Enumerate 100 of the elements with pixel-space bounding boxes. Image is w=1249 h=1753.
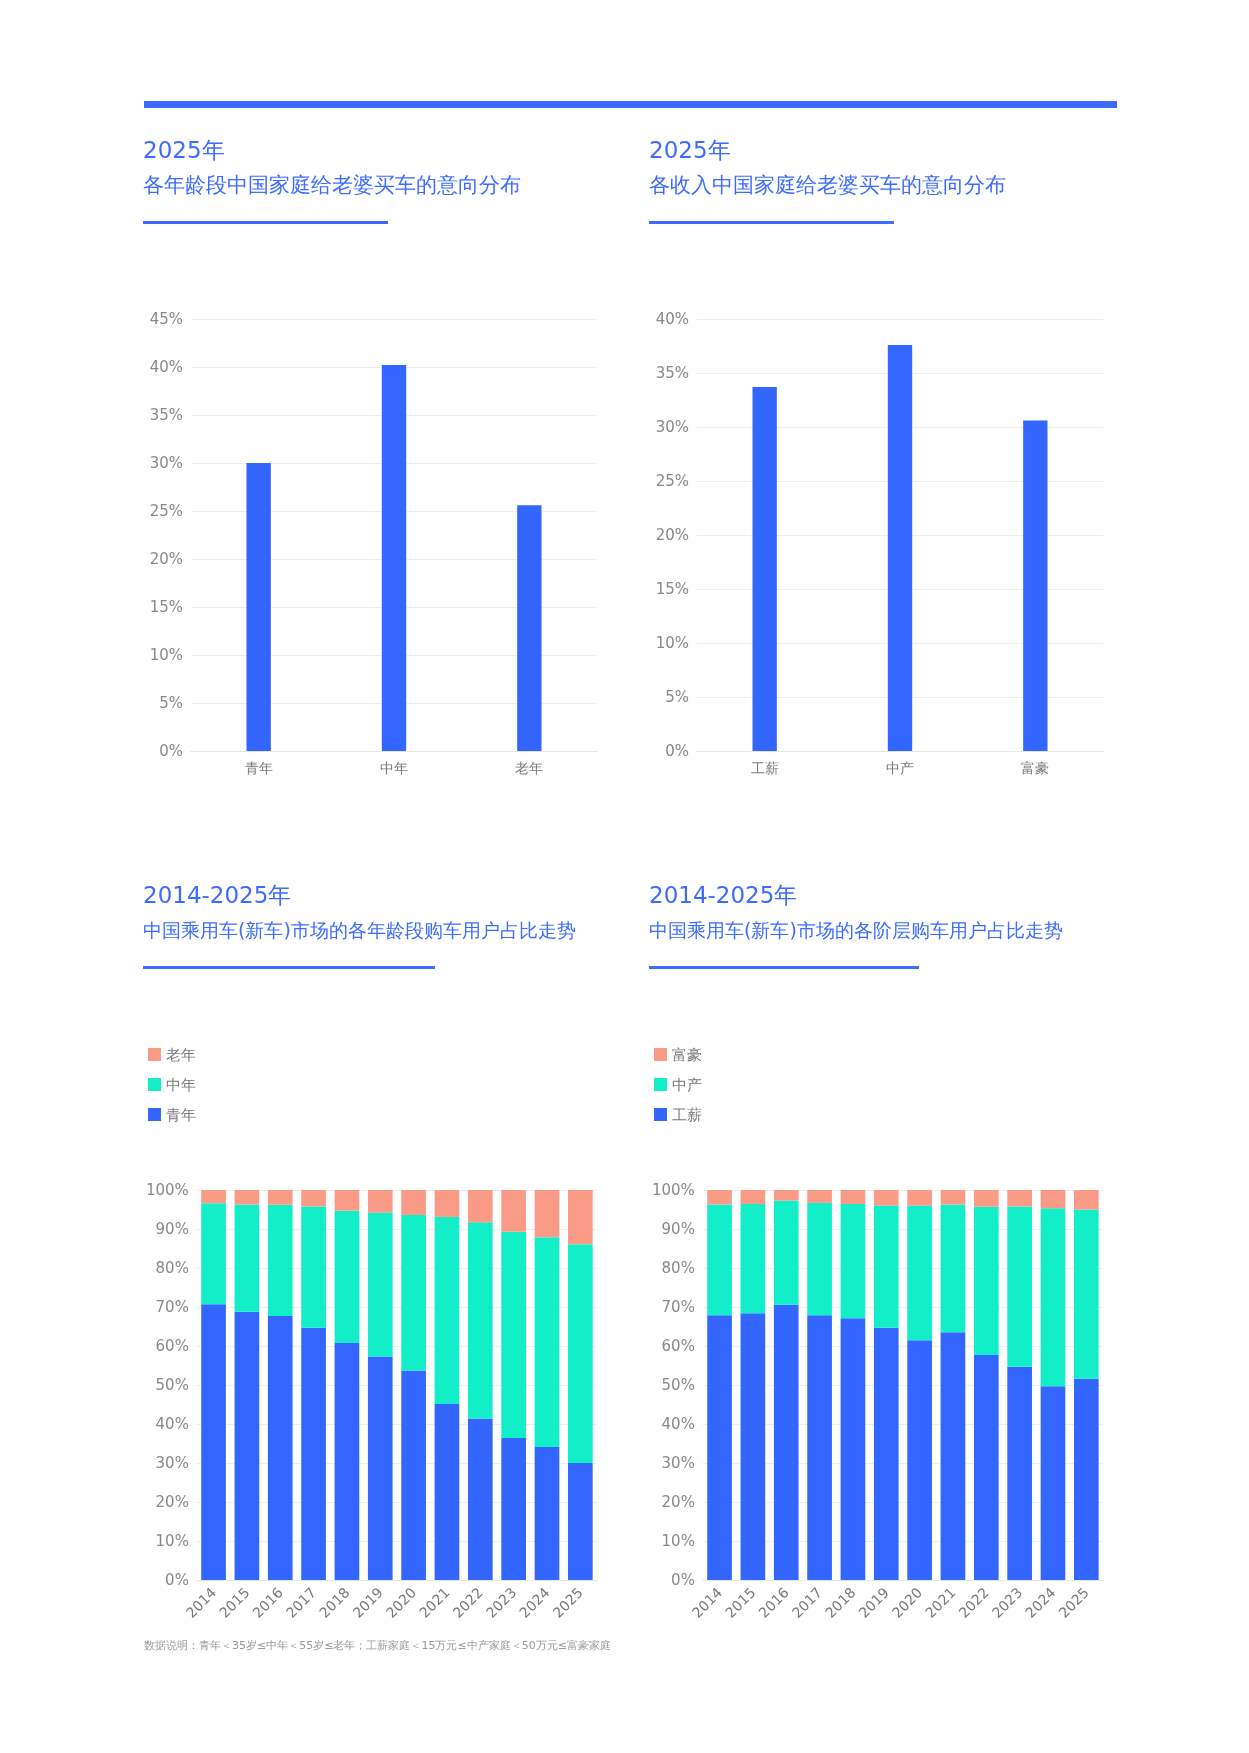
bar [873,1190,899,1206]
bar [887,344,913,751]
chart-subtitle: 中国乘用车(新车)市场的各阶层购车用户占比走势 [649,918,1064,943]
x-tick-label: 富豪 [1021,760,1050,776]
bar [907,1340,932,1580]
bar [752,387,777,751]
bar [940,1204,966,1333]
bar [267,1204,293,1316]
y-tick-label: 20% [655,526,689,544]
y-tick-label: 40% [661,1415,695,1433]
y-tick-label: 70% [661,1298,695,1316]
bar [807,1202,832,1316]
bar [301,1206,326,1328]
bar [740,1190,766,1205]
x-tick-label: 老年 [515,760,544,776]
y-tick-label: 50% [661,1376,695,1394]
legend-label: 富豪 [672,1045,702,1064]
bar [873,1205,899,1328]
bar [334,1210,360,1343]
bar [807,1190,832,1203]
bar [534,1447,560,1580]
bar [334,1342,360,1580]
bar [707,1204,732,1316]
bar [381,365,407,751]
y-tick-label: 100% [651,1181,695,1199]
bar [467,1418,493,1580]
chart-subtitle: 中国乘用车(新车)市场的各年龄段购车用户占比走势 [143,918,577,943]
y-tick-label: 0% [671,1571,695,1589]
legend-label: 中年 [166,1075,196,1094]
bar [301,1190,326,1207]
chart-title: 2025年 [143,136,226,165]
bar [517,505,542,751]
bar [1040,1190,1066,1209]
x-tick-label: 工薪 [750,760,779,776]
bar [1073,1378,1099,1580]
bar [434,1404,460,1580]
y-tick-label: 10% [149,646,183,664]
bar [807,1315,832,1580]
y-tick-label: 20% [661,1493,695,1511]
bar [740,1204,766,1314]
bar [973,1354,999,1580]
bar [707,1315,732,1580]
y-tick-label: 10% [661,1532,695,1550]
y-tick-label: 10% [655,634,689,652]
bar [501,1231,526,1439]
y-tick-label: 25% [149,502,183,520]
y-tick-label: 25% [655,472,689,490]
bar [773,1200,799,1305]
bar [401,1214,426,1371]
bar [534,1237,560,1448]
y-tick-label: 80% [155,1259,189,1277]
y-tick-label: 20% [149,550,183,568]
bar [1023,420,1048,751]
y-tick-label: 45% [149,310,183,328]
y-tick-label: 40% [655,310,689,328]
y-tick-label: 30% [149,454,183,472]
y-tick-label: 90% [661,1220,695,1238]
bar [434,1216,460,1405]
bar [201,1304,226,1580]
bar [940,1190,966,1205]
bar [907,1190,932,1206]
bar [1007,1190,1032,1207]
bar [1007,1206,1032,1367]
y-tick-label: 0% [665,742,689,760]
y-tick-label: 60% [155,1337,189,1355]
bar [367,1356,393,1580]
bar [1040,1386,1066,1580]
text: 数据说明：青年＜35岁≤中年＜55岁≤老年；工薪家庭＜15万元≤中产家庭＜50万元≤富豪家庭 [144,1638,611,1653]
bar [246,463,271,751]
y-tick-label: 5% [665,688,689,706]
y-tick-label: 0% [165,1571,189,1589]
y-tick-label: 35% [655,364,689,382]
bar [1040,1208,1066,1387]
bar [434,1190,460,1217]
chart-subtitle: 各年龄段中国家庭给老婆买车的意向分布 [143,172,522,199]
y-tick-label: 5% [159,694,183,712]
x-tick-label: 中产 [886,760,914,776]
bar [267,1190,293,1205]
bar [973,1190,999,1207]
chart-title: 2014-2025年 [649,881,799,910]
y-tick-label: 50% [155,1376,189,1394]
chart-title: 2025年 [649,136,732,165]
bar [267,1315,293,1580]
bar [840,1318,866,1580]
bar [567,1190,593,1245]
y-tick-label: 10% [155,1532,189,1550]
y-tick-label: 70% [155,1298,189,1316]
bar [201,1203,226,1305]
bar [367,1190,393,1213]
bar [201,1190,226,1204]
y-tick-label: 35% [149,406,183,424]
bar [1073,1190,1099,1210]
y-tick-label: 20% [155,1493,189,1511]
y-tick-label: 80% [661,1259,695,1277]
y-tick-label: 15% [655,580,689,598]
bar [367,1212,393,1357]
legend-label: 老年 [166,1045,196,1064]
bar [234,1311,260,1580]
y-tick-label: 0% [159,742,183,760]
chart-title: 2014-2025年 [143,881,293,910]
